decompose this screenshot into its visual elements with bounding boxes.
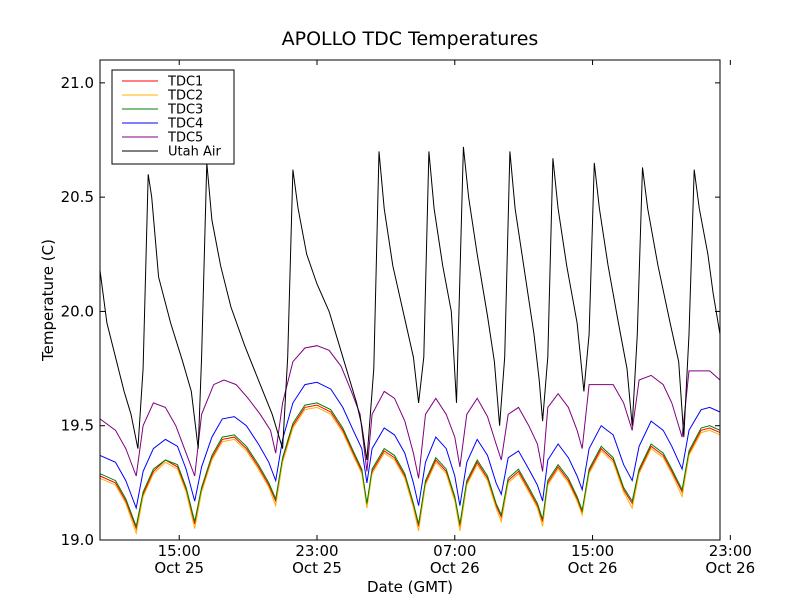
y-tick-label: 20.0 — [61, 302, 94, 320]
plot-frame — [99, 59, 721, 541]
y-axis: 19.0 19.5 20.0 20.5 21.0 — [61, 74, 720, 549]
y-tick-label: 21.0 — [61, 74, 94, 92]
legend-label: TDC1 — [167, 75, 203, 90]
series-line-tdc3 — [99, 402, 721, 529]
y-tick-label: 20.5 — [61, 188, 94, 206]
x-axis-label: Date (GMT) — [367, 578, 453, 596]
series-line-utah-air — [99, 146, 721, 461]
x-tick-time-label: 15:00 — [158, 542, 201, 560]
series-line-tdc4 — [99, 381, 721, 510]
series-line-tdc2 — [99, 406, 721, 536]
series-line-tdc5 — [99, 345, 721, 479]
legend-label: TDC2 — [167, 89, 203, 104]
x-tick-time-label: 23:00 — [295, 542, 338, 560]
chart-title: APOLLO TDC Temperatures — [282, 28, 539, 50]
x-tick-date-label: Oct 26 — [705, 559, 755, 577]
x-tick-time-label: 15:00 — [571, 542, 614, 560]
x-tick-date-label: Oct 25 — [292, 559, 342, 577]
x-tick-time-label: 07:00 — [433, 542, 476, 560]
x-tick-time-label: 23:00 — [709, 542, 752, 560]
y-axis-label: Temperature (C) — [39, 239, 57, 362]
x-tick-date-label: Oct 25 — [154, 559, 204, 577]
series-layer — [99, 146, 721, 536]
y-tick-label: 19.0 — [61, 531, 94, 549]
legend-label: Utah Air — [168, 145, 221, 160]
y-tick-label: 19.5 — [61, 417, 94, 435]
x-tick-date-label: Oct 26 — [568, 559, 618, 577]
legend-box — [111, 69, 235, 165]
x-tick-date-label: Oct 26 — [430, 559, 480, 577]
legend-label: TDC5 — [167, 131, 203, 146]
legend-label: TDC3 — [167, 103, 203, 118]
legend-label: TDC4 — [167, 117, 203, 132]
